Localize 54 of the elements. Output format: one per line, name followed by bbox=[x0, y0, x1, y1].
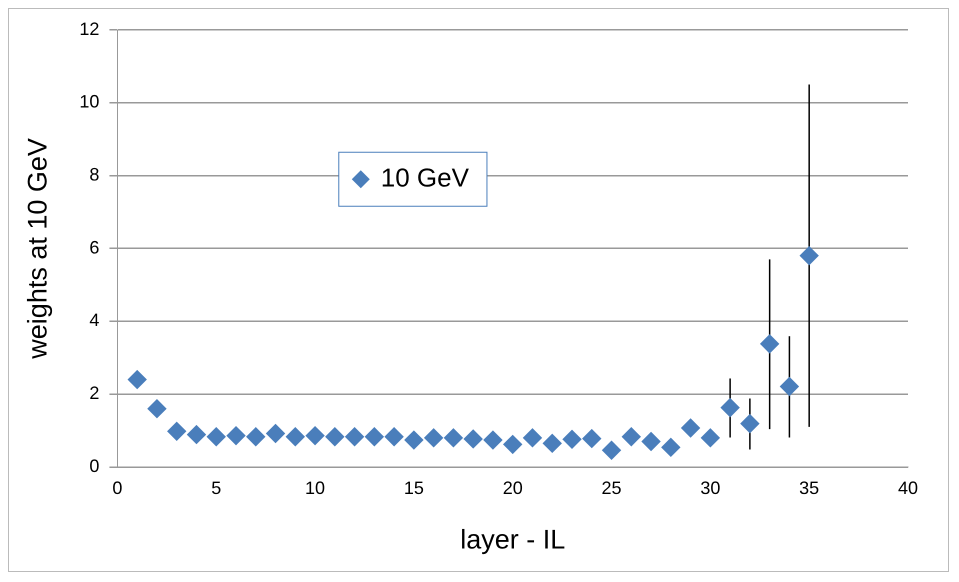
point bbox=[522, 428, 542, 448]
x-tick-label: 20 bbox=[502, 478, 523, 498]
point bbox=[128, 370, 147, 390]
x-tick-label: 15 bbox=[404, 478, 424, 498]
point bbox=[622, 427, 641, 446]
point bbox=[444, 428, 463, 448]
y-axis-title: weights at 10 GeV bbox=[22, 138, 53, 360]
point bbox=[325, 427, 344, 446]
point bbox=[306, 426, 325, 446]
x-tick-label: 40 bbox=[898, 478, 918, 498]
point bbox=[503, 434, 522, 454]
y-tick-label: 0 bbox=[89, 456, 100, 476]
point bbox=[147, 399, 166, 418]
x-tick-label: 10 bbox=[305, 478, 326, 498]
point bbox=[681, 418, 700, 438]
point bbox=[542, 434, 562, 453]
point bbox=[642, 432, 661, 451]
point bbox=[424, 428, 444, 448]
point bbox=[464, 429, 483, 448]
y-tick-label: 4 bbox=[89, 310, 100, 330]
point bbox=[364, 427, 384, 446]
point bbox=[246, 427, 266, 446]
point bbox=[700, 428, 720, 448]
point bbox=[562, 430, 582, 449]
y-tick-label: 6 bbox=[89, 237, 100, 258]
x-tick-label: 25 bbox=[602, 478, 622, 498]
point bbox=[206, 427, 226, 446]
y-tick-label: 8 bbox=[89, 164, 100, 184]
point bbox=[384, 427, 404, 446]
x-tick-label: 0 bbox=[112, 478, 122, 498]
y-tick-label: 10 bbox=[79, 92, 100, 112]
point bbox=[582, 429, 602, 448]
point bbox=[661, 438, 680, 457]
point bbox=[602, 440, 622, 460]
point bbox=[760, 334, 780, 354]
x-tick-label: 5 bbox=[211, 478, 222, 498]
point bbox=[780, 376, 799, 396]
point bbox=[800, 246, 819, 266]
point bbox=[345, 427, 364, 446]
point bbox=[167, 422, 186, 441]
point bbox=[286, 427, 305, 446]
y-tick-label: 12 bbox=[79, 18, 100, 39]
x-tick-label: 30 bbox=[700, 478, 720, 498]
point bbox=[720, 398, 740, 418]
x-tick-label: 35 bbox=[799, 478, 820, 498]
point bbox=[266, 424, 286, 443]
point bbox=[740, 414, 760, 434]
y-tick-label: 2 bbox=[89, 383, 100, 404]
x-axis-title: layer - IL bbox=[460, 524, 566, 554]
point bbox=[483, 430, 502, 450]
legend-label: 10 GeV bbox=[380, 162, 470, 192]
point bbox=[186, 425, 206, 444]
point bbox=[226, 426, 246, 446]
point bbox=[404, 430, 424, 450]
